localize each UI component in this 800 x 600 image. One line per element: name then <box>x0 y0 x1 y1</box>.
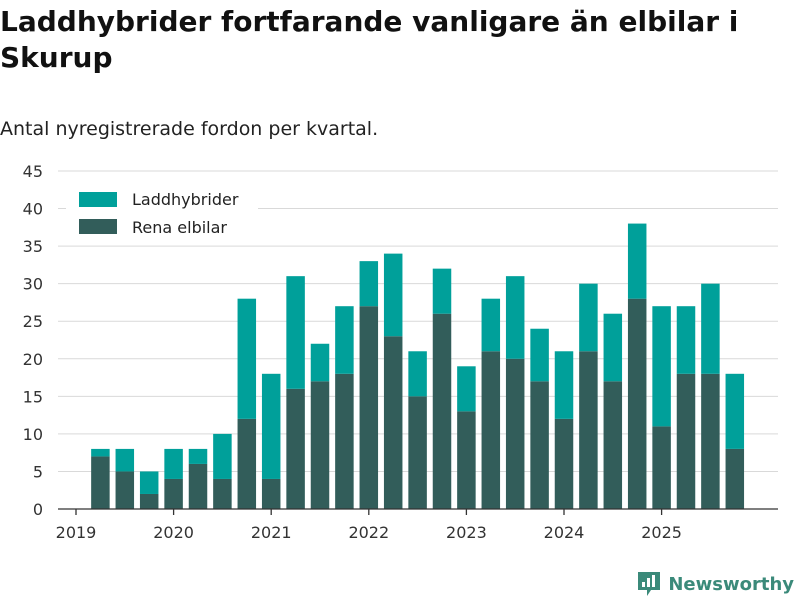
bar-laddhybrider <box>457 366 476 412</box>
y-axis: 0 5 10 15 20 25 30 35 40 45 <box>23 162 43 519</box>
bar-laddhybrider <box>725 373 745 449</box>
bar-laddhybrider <box>261 373 281 479</box>
brand-logo: Newsworthy <box>636 570 794 598</box>
bar-elbilar <box>701 373 720 509</box>
bar-elbilar <box>652 426 671 509</box>
x-tick-label: 2020 <box>153 523 194 542</box>
bar-laddhybrider <box>310 343 330 382</box>
bar-elbilar <box>408 396 427 509</box>
legend-swatch-laddhybrider <box>79 192 117 207</box>
bar-laddhybrider <box>213 433 232 479</box>
bar-laddhybrider <box>603 313 623 382</box>
legend-swatch-elbilar <box>79 219 117 234</box>
y-tick-label: 15 <box>23 387 43 406</box>
bar-elbilar <box>115 471 135 509</box>
y-tick-label: 5 <box>33 462 43 481</box>
y-tick-label: 0 <box>33 500 43 519</box>
brand-name: Newsworthy <box>668 573 794 595</box>
chart-subtitle: Antal nyregistrerade fordon per kvartal. <box>0 118 379 140</box>
bar-elbilar <box>335 373 354 509</box>
y-tick-label: 30 <box>23 275 43 294</box>
bar-elbilar <box>213 478 232 509</box>
bar-elbilar <box>310 381 330 509</box>
x-tick-label: 2024 <box>544 523 585 542</box>
y-tick-label: 25 <box>23 312 43 331</box>
bar-elbilar <box>432 313 452 509</box>
legend: Laddhybrider Rena elbilar <box>66 183 258 245</box>
bar-laddhybrider <box>139 471 159 494</box>
bar-laddhybrider <box>701 283 720 374</box>
bar-laddhybrider <box>408 351 427 397</box>
bar-laddhybrider <box>554 351 574 419</box>
bar-elbilar <box>286 388 305 509</box>
bar-laddhybrider <box>91 448 110 457</box>
bar-elbilar <box>579 351 598 509</box>
y-tick-label: 20 <box>23 350 43 369</box>
x-axis: 2019 2020 2021 2022 2023 2024 2025 <box>56 508 778 542</box>
bar-laddhybrider <box>432 268 452 314</box>
bar-laddhybrider <box>652 306 671 427</box>
y-tick-label: 45 <box>23 162 43 181</box>
bar-laddhybrider <box>579 283 598 352</box>
bar-elbilar <box>383 336 403 509</box>
bar-laddhybrider <box>335 306 354 374</box>
bar-laddhybrider <box>481 298 501 352</box>
x-tick-label: 2025 <box>641 523 682 542</box>
bar-elbilar <box>505 358 525 509</box>
bar-elbilar <box>164 478 183 509</box>
bar-elbilar <box>676 373 696 509</box>
bar-laddhybrider <box>383 253 403 337</box>
y-tick-label: 35 <box>23 237 43 256</box>
bar-laddhybrider <box>237 298 257 419</box>
bar-elbilar <box>261 478 281 509</box>
bar-elbilar <box>237 418 257 509</box>
bar-laddhybrider <box>627 223 647 299</box>
legend-label-elbilar: Rena elbilar <box>132 218 227 237</box>
y-tick-label: 40 <box>23 200 43 219</box>
bar-laddhybrider <box>286 276 305 389</box>
bar-laddhybrider <box>530 328 549 382</box>
bar-elbilar <box>139 493 159 509</box>
bar-laddhybrider <box>359 261 379 307</box>
bars <box>91 223 745 509</box>
bar-elbilar <box>188 463 208 509</box>
bar-elbilar <box>91 456 110 509</box>
newsworthy-logo-icon <box>638 572 661 596</box>
x-tick-label: 2023 <box>446 523 487 542</box>
bar-laddhybrider <box>164 448 183 479</box>
chart-title: Laddhybrider fortfarande vanligare än el… <box>0 5 739 74</box>
bar-elbilar <box>359 306 379 509</box>
x-tick-label: 2019 <box>56 523 97 542</box>
bar-elbilar <box>554 418 574 509</box>
bar-laddhybrider <box>505 276 525 359</box>
y-tick-label: 10 <box>23 425 43 444</box>
x-tick-label: 2022 <box>348 523 389 542</box>
bar-elbilar <box>603 381 623 509</box>
legend-label-laddhybrider: Laddhybrider <box>132 190 239 209</box>
bar-laddhybrider <box>188 448 208 464</box>
bar-elbilar <box>457 411 476 509</box>
bar-laddhybrider <box>115 448 135 472</box>
bar-elbilar <box>627 298 647 509</box>
bar-elbilar <box>481 351 501 509</box>
bar-elbilar <box>530 381 549 509</box>
x-tick-label: 2021 <box>251 523 292 542</box>
bar-elbilar <box>725 448 745 509</box>
bar-laddhybrider <box>676 306 696 374</box>
